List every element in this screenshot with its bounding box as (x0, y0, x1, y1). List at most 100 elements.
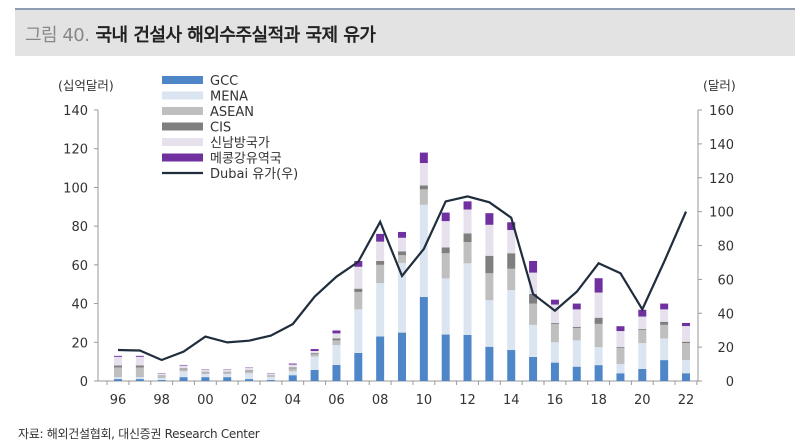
legend-swatch-MENA (162, 91, 203, 100)
x-tick-label: 22 (678, 393, 695, 408)
x-tick-label: 96 (110, 393, 127, 408)
bar-segment-GCC (288, 375, 297, 381)
bar-segment-메콩강유역국 (594, 278, 603, 293)
bar-segment-GCC (354, 352, 363, 381)
x-tick-label: 04 (284, 393, 301, 408)
bar-segment-신남방국가 (638, 316, 647, 330)
bar-segment-CIS (135, 365, 144, 368)
bar-segment-MENA (332, 344, 341, 365)
bar-segment-CIS (616, 347, 625, 349)
bar-segment-신남방국가 (419, 163, 428, 186)
bar-segment-메콩강유역국 (550, 299, 559, 305)
bar-segment-MENA (201, 374, 210, 378)
bar-segment-메콩강유역국 (507, 222, 516, 231)
bar-segment-ASEAN (682, 343, 690, 361)
bar-segment-CIS (332, 338, 341, 341)
bar-segment-GCC (157, 380, 166, 381)
bar-segment-ASEAN (594, 323, 603, 348)
bar-segment-CIS (201, 371, 210, 373)
bar-segment-GCC (419, 296, 428, 381)
bar-segment-ASEAN (376, 264, 385, 284)
bar-segment-신남방국가 (157, 373, 166, 376)
bar-segment-신남방국가 (266, 373, 275, 376)
bar-segment-GCC (332, 364, 341, 381)
bar-segment-MENA (660, 338, 669, 361)
bar-segment-신남방국가 (550, 304, 559, 323)
bar-segment-신남방국가 (288, 364, 297, 368)
x-tick-label: 00 (197, 393, 214, 408)
right-tick-label: 120 (709, 172, 734, 187)
left-tick-label: 40 (71, 298, 88, 313)
bar-segment-CIS (594, 317, 603, 324)
x-tick-label: 12 (459, 393, 476, 408)
bar-segment-ASEAN (332, 340, 341, 345)
bar-segment-메콩강유역국 (398, 231, 406, 238)
bar-segment-CIS (288, 367, 297, 369)
title-bar: 그림 40. 국내 건설사 해외수주실적과 국제 유가 (15, 8, 795, 56)
bar-segment-ASEAN (245, 371, 254, 374)
right-tick-label: 60 (717, 273, 734, 288)
bar-segment-메콩강유역국 (179, 364, 188, 366)
bar-segment-신남방국가 (441, 221, 450, 248)
bar-segment-CIS (398, 251, 406, 256)
bar-segment-GCC (572, 366, 581, 381)
legend-swatch-메콩강유역국 (162, 153, 203, 162)
bar-segment-신남방국가 (179, 365, 188, 369)
bar-segment-GCC (550, 362, 559, 381)
bar-segment-GCC (463, 334, 472, 381)
left-tick-label: 80 (71, 220, 88, 235)
bar-segment-ASEAN (463, 242, 472, 264)
bar-segment-CIS (682, 341, 690, 344)
legend-label: 신남방국가 (210, 136, 270, 151)
bar-segment-MENA (223, 374, 232, 378)
bar-segment-CIS (507, 253, 516, 269)
right-tick-label: 160 (709, 104, 734, 119)
bar-segment-신남방국가 (245, 367, 254, 371)
x-tick-label: 18 (590, 393, 607, 408)
bar-segment-ASEAN (616, 348, 625, 364)
source-note: 자료: 해외건설협회, 대신증권 Research Center (18, 427, 260, 441)
bar-segment-ASEAN (114, 367, 122, 378)
bar-segment-MENA (616, 363, 625, 374)
bar-segment-MENA (463, 263, 472, 335)
bar-segment-ASEAN (638, 330, 647, 344)
bar-segment-ASEAN (354, 291, 363, 310)
bar-segment-MENA (288, 371, 297, 376)
bar-segment-MENA (245, 373, 254, 380)
bar-segment-ASEAN (507, 268, 516, 291)
bar-segment-MENA (550, 342, 559, 363)
legend-label: ASEAN (210, 105, 254, 120)
bar-segment-신남방국가 (398, 237, 406, 252)
bar-segment-ASEAN (572, 327, 581, 341)
bar-segment-메콩강유역국 (616, 326, 625, 332)
bar-segment-ASEAN (266, 375, 275, 378)
left-tick-label: 100 (63, 181, 88, 196)
bar-segment-MENA (507, 290, 516, 351)
bar-segment-ASEAN (419, 189, 428, 205)
x-tick-label: 20 (634, 393, 651, 408)
left-tick-label: 140 (63, 104, 88, 119)
bar-segment-CIS (550, 322, 559, 324)
bar-segment-메콩강유역국 (638, 309, 647, 317)
x-tick-label: 14 (503, 393, 520, 408)
x-tick-label: 16 (547, 393, 564, 408)
bar-segment-GCC (485, 346, 494, 381)
bar-segment-MENA (179, 371, 188, 378)
bar-segment-ASEAN (441, 253, 450, 279)
bar-segment-메콩강유역국 (463, 201, 472, 210)
legend-label: Dubai 유가(우) (210, 167, 298, 182)
bar-segment-MENA (529, 324, 538, 357)
right-tick-label: 80 (717, 240, 734, 255)
bar-segment-GCC (660, 360, 669, 381)
right-tick-label: 40 (717, 307, 734, 322)
bar-segment-GCC (201, 377, 210, 381)
bar-segment-ASEAN (660, 324, 669, 339)
bar-segment-ASEAN (157, 376, 166, 379)
bar-segment-메콩강유역국 (660, 303, 669, 310)
bar-segment-메콩강유역국 (419, 152, 428, 164)
bar-segment-CIS (310, 353, 319, 355)
bar-segment-GCC (594, 365, 603, 381)
bar-segment-신남방국가 (310, 350, 319, 354)
legend-label: 메콩강유역국 (210, 152, 282, 167)
